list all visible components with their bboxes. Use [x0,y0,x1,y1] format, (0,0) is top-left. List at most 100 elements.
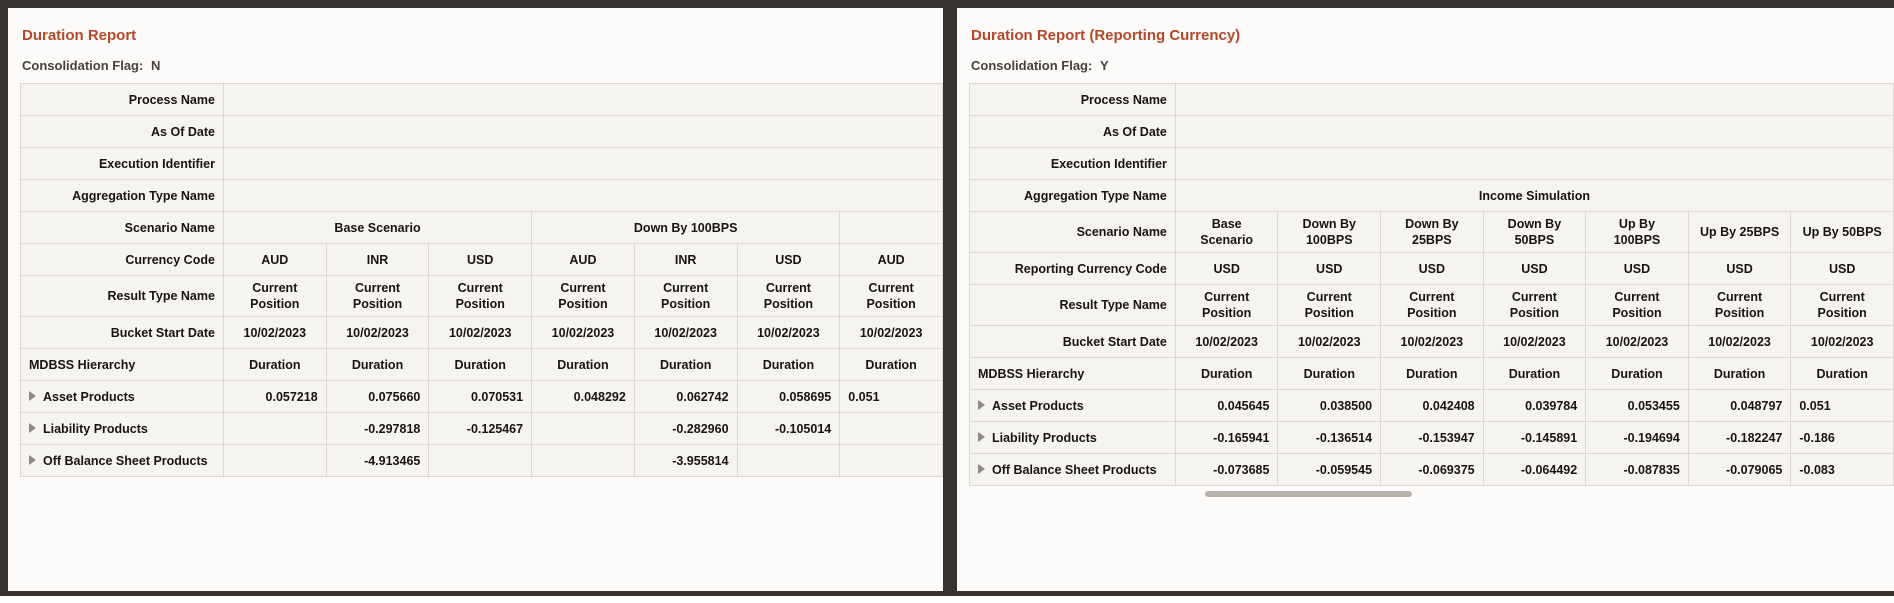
table-row: Scenario Name Base Scenario Down By 100B… [969,211,1894,253]
currency-code-cell: USD [1174,252,1279,285]
table-row-liability-products: Liability Products -0.297818 -0.125467 -… [20,412,943,445]
currency-code-cell: USD [1380,252,1484,285]
process-name-value [1174,83,1894,116]
bucket-date-cell: 10/02/2023 [1277,325,1382,358]
row-label-result-type: Result Type Name [969,284,1176,326]
scenario-group-cell: Base Scenario [222,211,533,244]
row-label-scenario-name: Scenario Name [20,211,224,244]
expand-triangle-icon[interactable] [29,422,36,433]
duration-value-cell: 0.057218 [222,380,327,413]
table-row: As Of Date [969,115,1894,148]
duration-value-cell: -0.105014 [736,412,841,445]
duration-value-cell: -0.186 [1790,421,1894,454]
measure-cell: Duration [1277,357,1382,390]
hierarchy-node-label: Liability Products [992,430,1097,445]
bucket-date-cell: 10/02/2023 [1585,325,1689,358]
result-type-cell: Current Position [1790,284,1894,326]
table-row-asset-products: Asset Products 0.045645 0.038500 0.04240… [969,389,1894,422]
aggregation-type-value: Income Simulation [1174,179,1894,212]
bucket-date-cell: 10/02/2023 [325,316,430,349]
table-row: Aggregation Type Name [20,179,943,212]
duration-value-cell [531,444,635,477]
currency-code-cell: INR [633,243,738,276]
consolidation-flag-value: Y [1099,58,1109,73]
duration-value-cell: -0.194694 [1585,421,1689,454]
aggregation-type-value [222,179,943,212]
table-row: Process Name [969,83,1894,116]
expand-triangle-icon[interactable] [978,431,985,442]
hierarchy-node-asset-products[interactable]: Asset Products [969,389,1176,422]
row-label-mdbss-hierarchy: MDBSS Hierarchy [20,348,224,381]
currency-code-cell: USD [428,243,533,276]
measure-cell: Duration [531,348,635,381]
page-title: Duration Report [22,27,137,44]
duration-value-cell: 0.051 [839,380,943,413]
result-type-cell: Current Position [1277,284,1382,326]
table-row-off-balance-sheet-products: Off Balance Sheet Products -4.913465 -3.… [20,444,943,477]
scenario-cell: Up By 100BPS [1585,211,1689,253]
bucket-date-cell: 10/02/2023 [1790,325,1894,358]
currency-code-cell: AUD [222,243,327,276]
expand-triangle-icon[interactable] [978,399,985,410]
bucket-date-cell: 10/02/2023 [1482,325,1587,358]
result-type-cell: Current Position [531,275,635,317]
duration-report-panel: Duration Report Consolidation Flag: N Pr… [8,8,943,591]
duration-value-cell: 0.062742 [633,380,738,413]
duration-value-cell: 0.045645 [1174,389,1279,422]
scenario-cell: Down By 25BPS [1380,211,1484,253]
bucket-date-cell: 10/02/2023 [1687,325,1792,358]
row-label-currency-code: Currency Code [20,243,224,276]
measure-cell: Duration [1790,357,1894,390]
hierarchy-node-liability-products[interactable]: Liability Products [20,412,224,445]
duration-value-cell: 0.048292 [531,380,635,413]
bucket-date-cell: 10/02/2023 [428,316,533,349]
currency-code-cell: AUD [839,243,943,276]
consolidation-flag-label: Consolidation Flag: [971,58,1093,73]
hierarchy-node-off-balance-sheet-products[interactable]: Off Balance Sheet Products [20,444,224,477]
currency-code-cell: AUD [531,243,635,276]
duration-value-cell: 0.039784 [1482,389,1587,422]
duration-value-cell: -0.083 [1790,453,1894,486]
currency-code-cell: INR [325,243,430,276]
horizontal-scrollbar-thumb[interactable] [1205,491,1412,497]
measure-cell: Duration [1585,357,1689,390]
bucket-date-cell: 10/02/2023 [736,316,841,349]
scenario-cell: Down By 50BPS [1482,211,1587,253]
duration-value-cell: -0.165941 [1174,421,1279,454]
table-row: Currency Code AUD INR USD AUD INR USD AU… [20,243,943,276]
row-label-bucket-start-date: Bucket Start Date [20,316,224,349]
hierarchy-node-asset-products[interactable]: Asset Products [20,380,224,413]
table-row: Reporting Currency Code USD USD USD USD … [969,252,1894,285]
table-row-asset-products: Asset Products 0.057218 0.075660 0.07053… [20,380,943,413]
currency-code-cell: USD [1790,252,1894,285]
row-label-process-name: Process Name [969,83,1176,116]
hierarchy-node-label: Off Balance Sheet Products [992,462,1157,477]
table-row-off-balance-sheet-products: Off Balance Sheet Products -0.073685 -0.… [969,453,1894,486]
duration-value-cell: -0.282960 [633,412,738,445]
scenario-cell: Up By 25BPS [1687,211,1792,253]
row-label-process-name: Process Name [20,83,224,116]
table-row: Result Type Name Current Position Curren… [20,275,943,317]
result-type-cell: Current Position [1174,284,1279,326]
currency-code-cell: USD [1277,252,1382,285]
result-type-cell: Current Position [1482,284,1587,326]
table-row: Bucket Start Date 10/02/2023 10/02/2023 … [969,325,1894,358]
duration-value-cell: -0.059545 [1277,453,1382,486]
duration-value-cell: -0.182247 [1687,421,1792,454]
hierarchy-node-off-balance-sheet-products[interactable]: Off Balance Sheet Products [969,453,1176,486]
row-label-as-of-date: As Of Date [20,115,224,148]
expand-triangle-icon[interactable] [978,463,985,474]
hierarchy-node-liability-products[interactable]: Liability Products [969,421,1176,454]
row-label-result-type: Result Type Name [20,275,224,317]
row-label-execution-identifier: Execution Identifier [969,147,1176,180]
expand-triangle-icon[interactable] [29,390,36,401]
measure-cell: Duration [1482,357,1587,390]
result-type-cell: Current Position [222,275,327,317]
row-label-scenario-name: Scenario Name [969,211,1176,253]
duration-value-cell [222,444,327,477]
measure-cell: Duration [633,348,738,381]
measure-cell: Duration [839,348,943,381]
duration-value-cell: -0.064492 [1482,453,1587,486]
duration-value-cell [222,412,327,445]
expand-triangle-icon[interactable] [29,454,36,465]
